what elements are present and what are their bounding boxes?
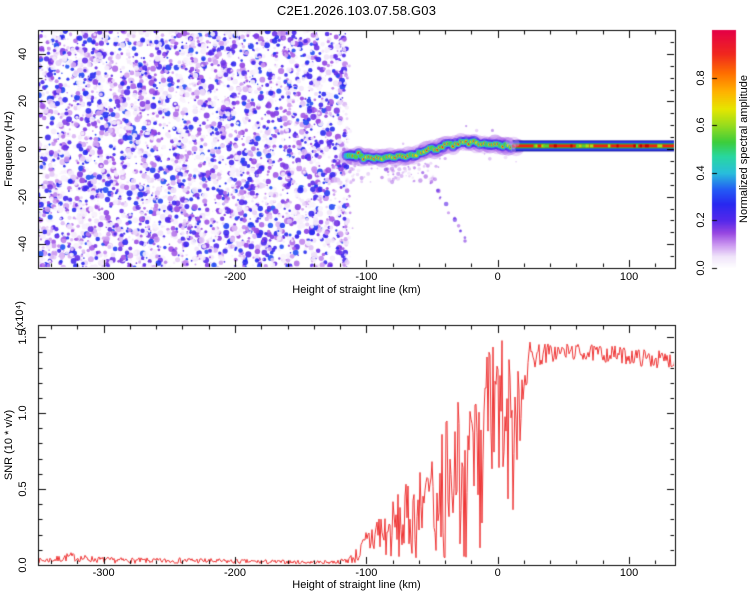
snr-y-tick-label: 1.5 xyxy=(17,329,29,345)
snr-x-tick-label: -300 xyxy=(92,567,115,579)
colorbar-tick-label: 0.2 xyxy=(695,212,707,229)
snr-y-tick-label: 1.0 xyxy=(17,405,29,421)
spec-y-tick-label: 40 xyxy=(17,47,29,60)
snr-y-tick-label: 0.0 xyxy=(17,557,29,573)
spec-y-tick-label: -40 xyxy=(17,236,29,253)
snr-x-tick-label: 100 xyxy=(619,567,639,579)
spec-x-tick-label: -100 xyxy=(355,271,378,283)
spec-yaxis-label: Frequency (Hz) xyxy=(3,111,15,187)
spec-y-tick-label: 0 xyxy=(17,145,29,153)
snr-y-tick-label: 0.5 xyxy=(17,481,29,497)
spec-x-tick-label: 100 xyxy=(619,271,639,283)
snr-yaxis-label: SNR (10 * v/v) xyxy=(3,409,15,481)
colorbar-tick-label: 0.8 xyxy=(695,69,707,86)
snr-x-tick-label: -100 xyxy=(355,567,378,579)
chart-title: C2E1.2026.103.07.58.G03 xyxy=(276,3,437,18)
colorbar-tick-label: 0.0 xyxy=(695,260,707,276)
snr-x-tick-label: -200 xyxy=(223,567,247,579)
spec-y-tick-label: -20 xyxy=(17,188,29,205)
snr-scale-note: (x10⁴) xyxy=(14,301,26,331)
colorbar-tick-label: 0.6 xyxy=(695,117,707,133)
spec-y-tick-label: 20 xyxy=(17,95,29,108)
spec-x-tick-label: 0 xyxy=(494,271,501,283)
snr-xaxis-label: Height of straight line (km) xyxy=(292,579,421,591)
colorbar-label: Normalized spectral amplitude xyxy=(738,75,750,223)
spec-x-tick-label: -200 xyxy=(223,271,247,283)
colorbar-tick-label: 0.4 xyxy=(695,165,707,181)
snr-x-tick-label: 0 xyxy=(494,567,501,579)
spec-xaxis-label: Height of straight line (km) xyxy=(292,284,421,296)
spec-x-tick-label: -300 xyxy=(92,271,115,283)
